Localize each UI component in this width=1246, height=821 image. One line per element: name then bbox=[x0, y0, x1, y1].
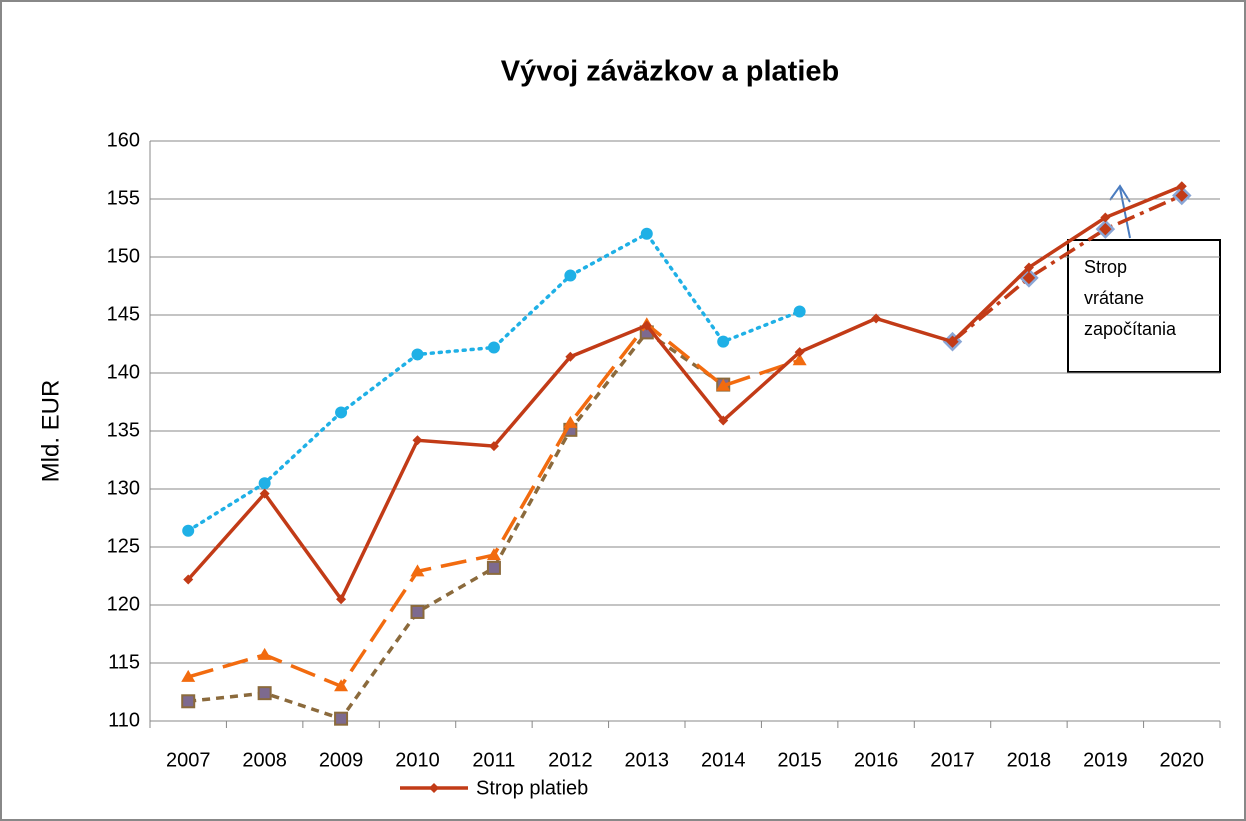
point bbox=[411, 348, 424, 361]
y-tick-label: 125 bbox=[107, 535, 140, 557]
x-tick-label: 2013 bbox=[625, 749, 670, 771]
legend-marker bbox=[429, 783, 439, 793]
y-tick-label: 130 bbox=[107, 477, 140, 499]
legend-label: Strop platieb bbox=[476, 777, 588, 799]
x-tick-label: 2016 bbox=[854, 749, 899, 771]
x-tick-label: 2009 bbox=[319, 749, 364, 771]
y-tick-label: 150 bbox=[107, 245, 140, 267]
series bbox=[183, 181, 1187, 605]
annotation-arrowhead bbox=[1109, 184, 1131, 203]
point bbox=[1019, 268, 1039, 288]
series-line bbox=[951, 193, 1183, 344]
point bbox=[182, 524, 195, 537]
x-tick-label: 2010 bbox=[395, 749, 440, 771]
point bbox=[488, 441, 499, 452]
series-line bbox=[186, 184, 1183, 603]
x-tick-label: 2017 bbox=[930, 749, 975, 771]
y-axis-label: Mld. EUR bbox=[37, 380, 64, 483]
point bbox=[794, 347, 805, 358]
point bbox=[486, 560, 501, 575]
series-line bbox=[188, 330, 725, 721]
annotation-box bbox=[1067, 239, 1221, 373]
point bbox=[258, 477, 271, 490]
point bbox=[486, 548, 501, 561]
point bbox=[181, 669, 196, 682]
point bbox=[1176, 181, 1187, 192]
point bbox=[412, 435, 423, 446]
point bbox=[717, 335, 730, 348]
point bbox=[259, 488, 270, 499]
point bbox=[947, 336, 958, 347]
point bbox=[564, 269, 577, 282]
point bbox=[257, 647, 272, 660]
point bbox=[334, 711, 349, 726]
point bbox=[334, 679, 349, 692]
point bbox=[563, 415, 578, 428]
point bbox=[792, 353, 807, 366]
x-tick-label: 2012 bbox=[548, 749, 593, 771]
x-tick-label: 2007 bbox=[166, 749, 211, 771]
point bbox=[257, 686, 272, 701]
point bbox=[181, 694, 196, 709]
series bbox=[181, 317, 807, 692]
y-tick-label: 115 bbox=[108, 651, 140, 673]
point bbox=[410, 564, 425, 577]
point bbox=[487, 341, 500, 354]
x-tick-label: 2015 bbox=[777, 749, 822, 771]
annotation-text: vrátane bbox=[1084, 288, 1144, 308]
y-tick-label: 140 bbox=[107, 361, 140, 383]
point bbox=[641, 320, 652, 331]
point bbox=[336, 594, 347, 605]
chart-title: Vývoj záväzkov a platieb bbox=[501, 56, 839, 88]
annotation-arrow bbox=[1119, 187, 1131, 239]
x-tick-label: 2011 bbox=[472, 749, 515, 771]
x-tick-label: 2019 bbox=[1083, 749, 1128, 771]
series bbox=[942, 185, 1192, 352]
y-tick-label: 135 bbox=[107, 419, 140, 441]
x-tick-label: 2014 bbox=[701, 749, 746, 771]
point bbox=[871, 313, 882, 324]
point bbox=[183, 574, 194, 585]
point bbox=[1095, 219, 1116, 239]
x-tick-label: 2008 bbox=[242, 749, 287, 771]
point bbox=[1100, 212, 1111, 223]
point bbox=[1023, 262, 1034, 273]
y-tick-label: 110 bbox=[108, 709, 140, 731]
point bbox=[1172, 185, 1192, 206]
annotation-text: Strop bbox=[1084, 257, 1127, 277]
y-tick-label: 160 bbox=[107, 129, 140, 151]
series bbox=[182, 227, 806, 537]
point bbox=[716, 378, 731, 391]
point bbox=[335, 406, 348, 419]
y-tick-label: 120 bbox=[107, 593, 140, 615]
point bbox=[718, 415, 729, 426]
annotation-text: započítania bbox=[1084, 319, 1177, 339]
point bbox=[640, 227, 653, 240]
point bbox=[565, 351, 576, 362]
point bbox=[793, 305, 806, 318]
x-tick-label: 2020 bbox=[1160, 749, 1205, 771]
point bbox=[410, 604, 425, 619]
y-tick-label: 155 bbox=[107, 187, 140, 209]
x-tick-label: 2018 bbox=[1007, 749, 1052, 771]
y-tick-label: 145 bbox=[107, 303, 140, 325]
